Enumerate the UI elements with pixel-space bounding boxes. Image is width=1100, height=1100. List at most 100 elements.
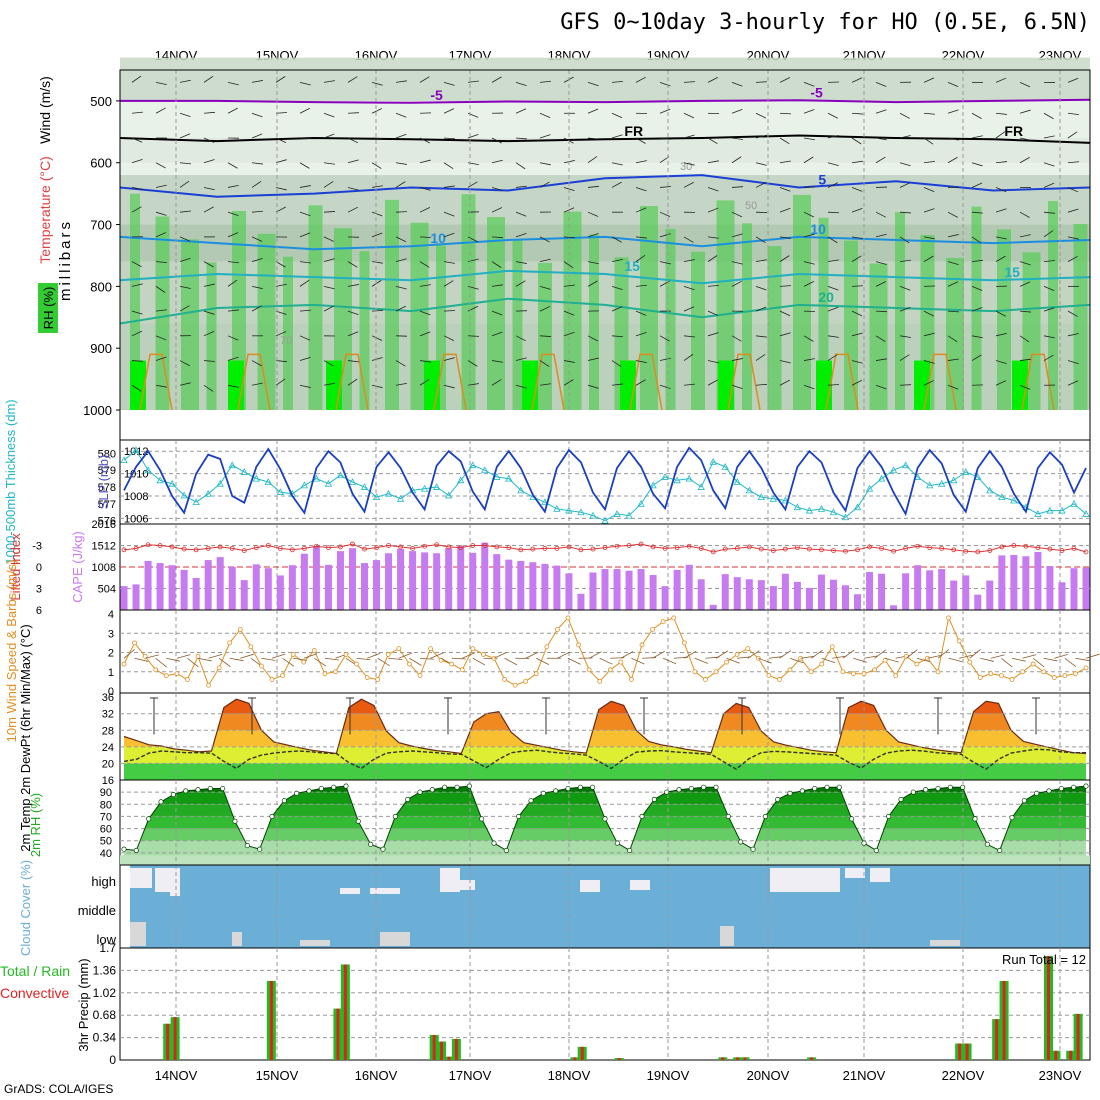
thickness-point [938,479,946,487]
wind-barb [155,261,167,263]
date-label-bottom: 14NOV [155,1068,198,1080]
lifted-index-point [1023,543,1029,549]
wind-barb [635,284,647,287]
wind-barb [923,160,935,164]
lifted-index-point [554,545,560,551]
cloud-layer-high: high [91,874,116,889]
thickness-point [926,481,934,489]
wind-barb [803,358,815,361]
wind-barb [683,353,694,361]
wind-barb [803,186,816,188]
cape-bar [132,584,140,610]
thickness-point [817,505,826,512]
wind-barb-surface [1043,657,1058,662]
wind-barb-surface [768,656,783,659]
cape-bar [649,575,657,610]
rh-point [479,816,485,822]
thickness-point [120,456,128,464]
wind-barb [659,335,670,342]
wind-barb [203,330,215,337]
wind-barb-surface [684,650,697,659]
wind-barb [611,162,623,166]
wind-barb [251,258,263,263]
wind-label: Wind (m/s) [37,76,53,144]
wind-barb [755,162,767,166]
lifted-index-point [350,541,355,547]
cape-bar [457,546,465,610]
wind-barb [299,261,311,264]
rh-point [220,785,226,792]
slp-tick: 1008 [124,491,148,503]
cloud-gap-high [630,880,650,890]
cloud-gap-high [170,868,180,896]
wind-barb [611,360,622,368]
rh-point [257,846,263,852]
wind-barb [563,310,575,316]
wind-barb [755,81,768,83]
lifted-index-point [578,547,584,553]
cape-bar [505,559,513,610]
wind-barb [227,107,238,114]
wind-panel-frame [119,609,1091,694]
wind-speed-tick: 0 [108,686,114,698]
wind-barb [827,335,839,338]
lifted-index-point [1011,543,1017,548]
wind-barb [683,285,695,291]
wind-barb [947,335,958,343]
wind-barb [731,358,743,361]
wind-barb [179,210,191,213]
lifted-index-point [193,547,199,553]
wind-speed-point [354,661,359,667]
wind-barb [155,211,167,216]
wind-barb [995,360,1007,364]
cape-bar [962,575,970,610]
wind-barb [347,261,358,268]
precip-bar-convective [1076,1013,1080,1060]
wind-barb [779,137,790,145]
wind-barb [947,109,959,114]
wind-barb [539,134,551,139]
wind-speed-point [787,667,793,673]
wind-barb [731,137,743,140]
wind-speed-point [396,646,402,652]
wind-speed-point [343,652,349,657]
wind-barb [323,382,335,386]
wind-barb [227,309,239,312]
rh-point [602,816,608,822]
lifted-index-point [1083,549,1089,555]
wind-speed-point [227,640,233,646]
wind-barb-surface [620,651,634,659]
precip-bar-convective [1046,955,1050,1060]
wind-barb-surface [789,657,804,664]
wind-barb [755,306,767,312]
cape-tick: 1008 [92,562,116,574]
wind-speed-point [607,667,613,673]
wind-barb [443,261,455,264]
thickness-point [853,503,862,511]
cape-tick: 2016 [92,519,116,531]
rh-plume [359,251,370,410]
cape-tick: 504 [98,584,116,596]
lifted-index-point [951,547,957,553]
wind-barb [323,285,335,290]
thickness-point [204,489,212,497]
wind-barb [539,236,550,243]
wind-barb [899,335,911,338]
cape-tick: 1512 [92,541,116,553]
footer-credit: GrADS: COLA/IGES [4,1082,114,1096]
cape-bar [252,564,260,610]
thickness-point [613,510,621,517]
wind-speed-point [132,640,137,646]
rh-point [861,840,867,846]
wind-barb [779,112,792,115]
wind-barb-surface [536,657,549,665]
thickness-line [123,449,1087,522]
cape-bar [469,552,477,610]
wind-barb [179,112,191,118]
rh-point [294,790,300,796]
wind-barb [1043,182,1055,188]
rh-saturated [326,360,342,410]
wind-speed-point [946,615,951,621]
wind-barb [443,211,455,217]
rh-point [1046,788,1052,794]
